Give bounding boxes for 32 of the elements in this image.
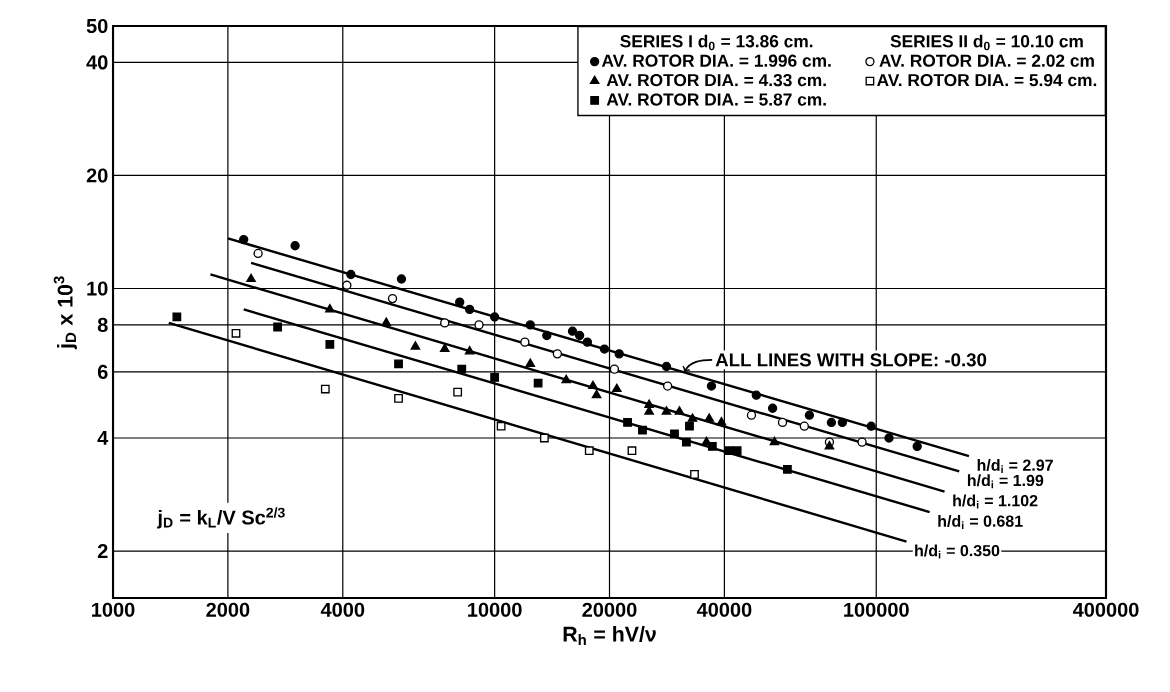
y-tick-label: 4 [97, 431, 109, 445]
x-tick-label: 20000 [582, 602, 637, 617]
y-tick-label: 20 [86, 168, 108, 183]
legend-label: AV. ROTOR DIA. = 5.87 cm. [606, 93, 826, 106]
annotation: SERIES II d$_{0}$ = 10.10 cm [890, 34, 1083, 51]
series-label: h/d$_{i}$ = 1.102 [953, 494, 1038, 509]
x-axis-title: R$_{h}$ = hV/ν [563, 626, 656, 645]
legend-label: AV. ROTOR DIA. = 2.02 cm [879, 54, 1094, 67]
series-label: h/d$_{i}$ = 2.97 [977, 459, 1053, 474]
y-tick-label: 2 [97, 544, 108, 559]
x-tick-label: 400000 [1072, 602, 1139, 617]
series-label: h/d$_{i}$ = 0.350 [915, 544, 1000, 559]
y-tick-label: 50 [86, 18, 108, 34]
legend-label: AV. ROTOR DIA. = 1.996 cm. [601, 54, 831, 67]
x-tick-label: 40000 [696, 602, 752, 617]
y-tick-label: 8 [97, 317, 108, 332]
annotation: j$_{D}$ = k$_{L}$/V Sc$^{2/3}$ [157, 507, 285, 529]
series-label: h/d$_{i}$ = 1.99 [967, 474, 1044, 489]
y-tick-label: 6 [97, 364, 108, 379]
x-tick-label: 10000 [468, 602, 522, 617]
y-axis-title: j$_{D}$ x 10$^{3}$ [53, 276, 77, 350]
y-tick-label: 10 [87, 281, 108, 296]
x-tick-label: 4000 [320, 602, 365, 617]
x-tick-label: 100000 [844, 602, 909, 617]
annotation: ALL LINES WITH SLOPE: -0.30 [715, 353, 987, 367]
series-label: h/d$_{i}$ = 0.681 [938, 515, 1023, 530]
legend-label: AV. ROTOR DIA. = 5.94 cm. [877, 73, 1097, 87]
x-tick-label: 2000 [206, 602, 250, 617]
annotation: SERIES I d$_{0}$ = 13.86 cm. [620, 34, 813, 51]
y-tick-label: 40 [86, 55, 108, 70]
x-tick-label: 1000 [92, 602, 135, 617]
legend-label: AV. ROTOR DIA. = 4.33 cm. [606, 73, 826, 87]
